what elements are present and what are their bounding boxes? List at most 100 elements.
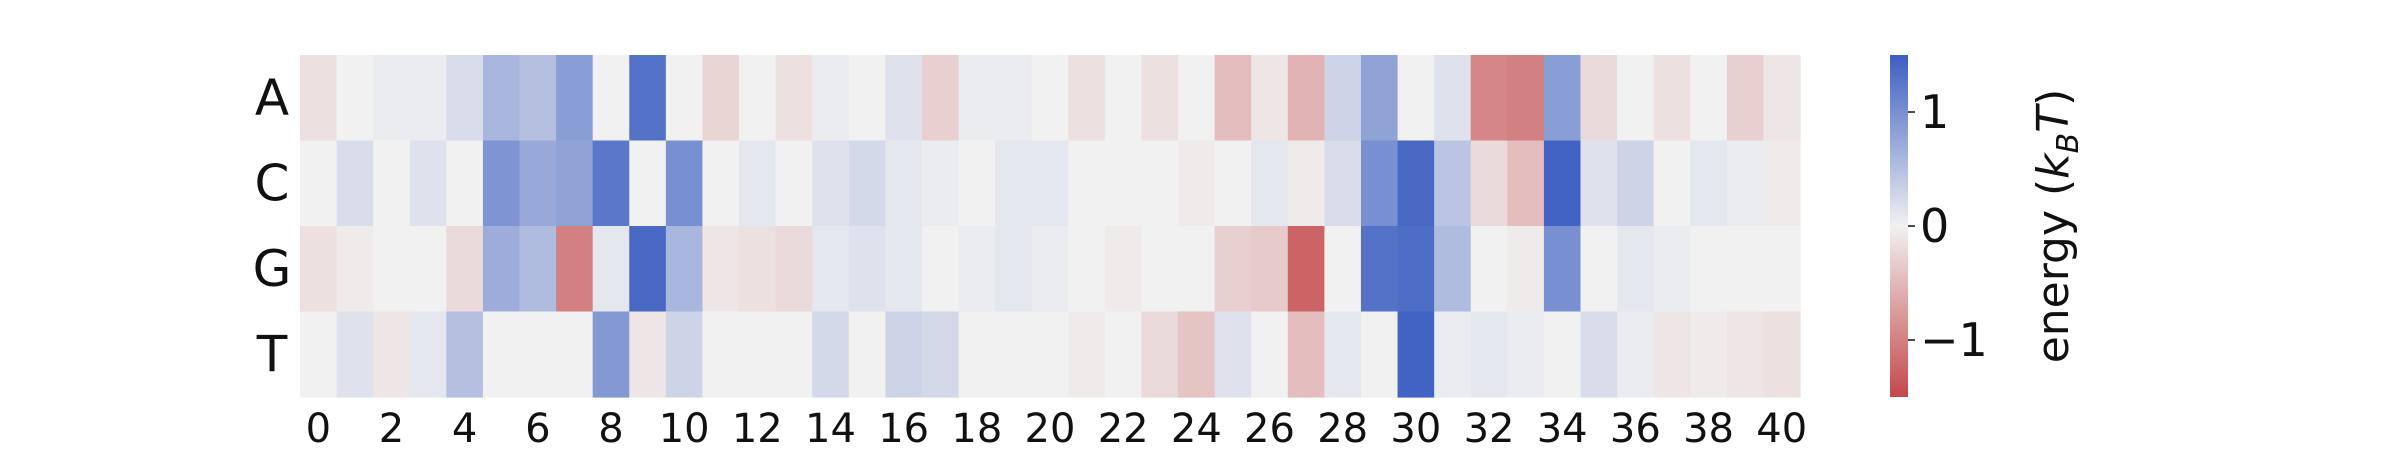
heatmap-cell-T-25 (1214, 311, 1252, 398)
heatmap-cell-C-31 (1434, 140, 1472, 227)
heatmap-cell-G-4 (446, 226, 484, 313)
heatmap-cell-A-5 (482, 55, 521, 142)
heatmap-cell-T-40 (1763, 311, 1801, 398)
heatmap-cell-C-5 (482, 140, 521, 227)
heatmap-cell-A-33 (1507, 55, 1545, 142)
heatmap-cell-C-38 (1690, 140, 1728, 227)
colorbar-label: energy (kBT) (2028, 89, 2086, 364)
heatmap-cell-A-38 (1690, 55, 1728, 142)
column-tick-label-22: 22 (1098, 406, 1149, 450)
heatmap-cell-T-15 (848, 311, 886, 398)
heatmap-cell-A-17 (921, 55, 960, 142)
heatmap-cell-C-32 (1470, 140, 1508, 227)
heatmap-cell-G-33 (1507, 226, 1545, 313)
heatmap-cell-C-26 (1251, 140, 1289, 227)
heatmap-cell-A-6 (519, 55, 557, 142)
heatmap-cell-G-23 (1141, 226, 1179, 313)
heatmap-cell-C-19 (995, 140, 1033, 227)
heatmap-cell-G-0 (300, 226, 338, 313)
column-tick-label-40: 40 (1756, 406, 1807, 450)
heatmap-cell-G-8 (592, 226, 630, 313)
heatmap-cell-T-4 (446, 311, 484, 398)
heatmap-cell-T-35 (1580, 311, 1618, 398)
heatmap-cell-A-0 (300, 55, 338, 142)
heatmap-cell-A-26 (1251, 55, 1289, 142)
row-label-A: A (255, 69, 289, 127)
heatmap-cell-C-36 (1617, 140, 1655, 227)
heatmap-cell-C-14 (812, 140, 850, 227)
heatmap-cell-C-40 (1763, 140, 1801, 227)
colorbar-tick-label-1: 0 (1920, 199, 1949, 253)
heatmap-cell-A-30 (1397, 55, 1435, 142)
heatmap-cell-G-3 (409, 226, 447, 313)
heatmap-cell-G-22 (1104, 226, 1143, 313)
heatmap-cell-T-11 (702, 311, 740, 398)
heatmap-cell-C-20 (1031, 140, 1069, 227)
heatmap-cell-T-24 (1178, 311, 1216, 398)
column-tick-label-0: 0 (306, 406, 331, 450)
heatmap-cell-G-29 (1360, 226, 1399, 313)
heatmap-cell-G-12 (739, 226, 777, 313)
heatmap-cell-T-2 (373, 311, 411, 398)
heatmap-cell-G-21 (1068, 226, 1106, 313)
heatmap-cell-T-1 (336, 311, 374, 398)
column-tick-label-12: 12 (732, 406, 783, 450)
heatmap-cell-T-16 (885, 311, 923, 398)
heatmap-cell-T-23 (1141, 311, 1179, 398)
row-label-T: T (256, 325, 288, 383)
column-tick-label-26: 26 (1244, 406, 1295, 450)
column-tick-label-20: 20 (1025, 406, 1076, 450)
heatmap-cell-T-7 (556, 311, 594, 398)
column-tick-label-32: 32 (1464, 406, 1515, 450)
heatmap-cell-C-3 (409, 140, 447, 227)
heatmap-cell-T-34 (1543, 311, 1582, 398)
column-tick-label-38: 38 (1683, 406, 1734, 450)
heatmap-cell-T-32 (1470, 311, 1508, 398)
heatmap-cell-A-2 (373, 55, 411, 142)
column-tick-label-24: 24 (1171, 406, 1222, 450)
heatmap-cell-T-21 (1068, 311, 1106, 398)
heatmap-cell-G-37 (1653, 226, 1691, 313)
colorbar-gradient (1890, 55, 1908, 397)
column-tick-label-34: 34 (1537, 406, 1588, 450)
column-tick-label-6: 6 (525, 406, 550, 450)
colorbar-tick-label-2: −1 (1920, 313, 1988, 367)
heatmap-cell-A-4 (446, 55, 484, 142)
heatmap-cell-T-8 (592, 311, 630, 398)
heatmap-cell-A-8 (592, 55, 630, 142)
heatmap-cell-G-31 (1434, 226, 1472, 313)
heatmap-cell-T-37 (1653, 311, 1691, 398)
heatmap-cell-T-20 (1031, 311, 1069, 398)
heatmap-cell-C-25 (1214, 140, 1252, 227)
heatmap-cell-C-27 (1287, 140, 1325, 227)
heatmap-cell-A-37 (1653, 55, 1691, 142)
heatmap-cell-A-18 (958, 55, 996, 142)
heatmap-cell-C-28 (1324, 140, 1362, 227)
heatmap-cell-C-11 (702, 140, 740, 227)
heatmap-cell-G-16 (885, 226, 923, 313)
row-label-G: G (253, 240, 292, 298)
heatmap-cell-A-10 (665, 55, 704, 142)
heatmap-cell-A-3 (409, 55, 447, 142)
heatmap-cell-T-36 (1617, 311, 1655, 398)
heatmap-cell-T-5 (482, 311, 521, 398)
heatmap-cell-A-24 (1178, 55, 1216, 142)
heatmap-cell-T-9 (629, 311, 667, 398)
heatmap-cell-A-7 (556, 55, 594, 142)
heatmap-cell-A-23 (1141, 55, 1179, 142)
heatmap-cell-T-38 (1690, 311, 1728, 398)
heatmap-cell-C-22 (1104, 140, 1143, 227)
heatmap-cell-A-27 (1287, 55, 1325, 142)
heatmap-cell-A-36 (1617, 55, 1655, 142)
heatmap-cell-C-24 (1178, 140, 1216, 227)
heatmap-cell-T-28 (1324, 311, 1362, 398)
column-tick-label-16: 16 (878, 406, 929, 450)
heatmap-cell-G-30 (1397, 226, 1435, 313)
heatmap-cell-G-35 (1580, 226, 1618, 313)
heatmap-cell-G-9 (629, 226, 667, 313)
heatmap-cell-G-15 (848, 226, 886, 313)
heatmap-cell-A-29 (1360, 55, 1399, 142)
heatmap-cell-G-11 (702, 226, 740, 313)
